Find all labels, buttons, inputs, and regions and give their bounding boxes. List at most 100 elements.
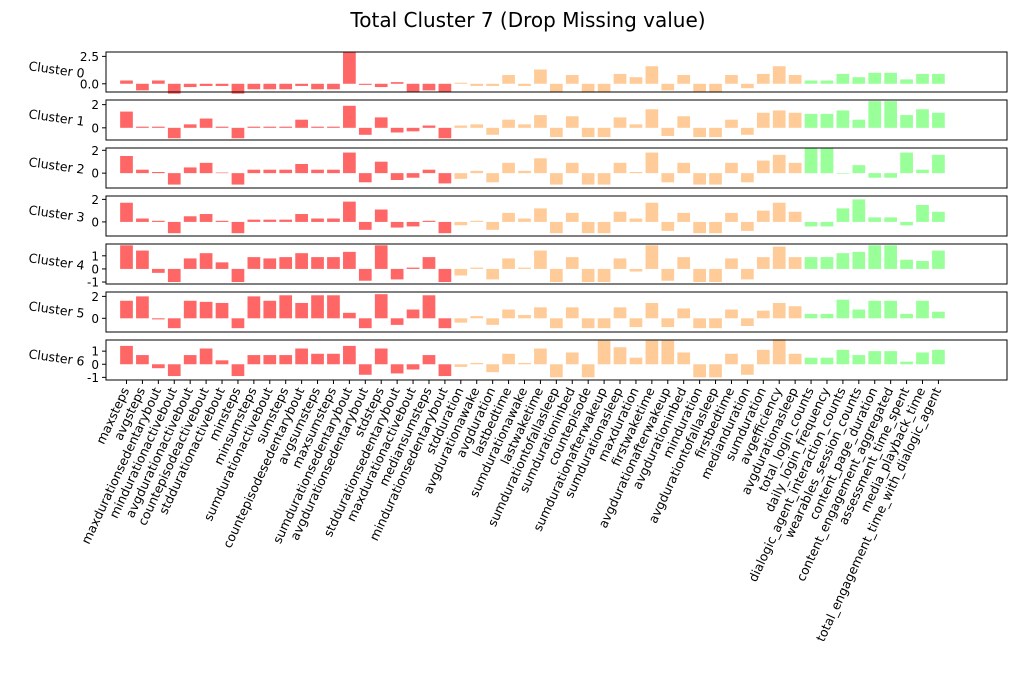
y-tick-label: 0 — [91, 358, 99, 372]
bar-firstbedtime — [725, 212, 738, 222]
bar-avgdurationactivebout — [183, 258, 197, 269]
bar-avgdurationactivebout — [183, 124, 197, 128]
bar-avgdurationasleep — [788, 306, 802, 319]
bar-sumdurationactivebout — [263, 169, 277, 174]
bar-avgdurationactivebout — [183, 355, 197, 365]
bar-total_login_counts — [804, 357, 818, 365]
bar-sumdurationsedentarybout — [343, 251, 356, 269]
y-tick-label: 0 — [91, 215, 99, 229]
bar-avgsumsteps — [311, 126, 324, 128]
bar-medianduration — [741, 127, 754, 135]
bar-avgduration — [486, 221, 500, 230]
bar-daily_login_frequency — [820, 221, 834, 227]
bar-assessment_time_spent — [900, 361, 913, 365]
bar-avgsteps — [136, 250, 149, 269]
bar-stddurationactivebout — [215, 83, 229, 86]
bar-total_login_counts — [804, 80, 818, 84]
bar-avgdurationactivebout — [183, 300, 197, 319]
bar-content_engagement_aggregated — [884, 351, 898, 365]
bar-sumdurationsedentarybout — [343, 312, 356, 319]
y-tick-label: 0 — [91, 312, 99, 326]
bar-sumduration — [756, 310, 770, 319]
bar-maxdurationsedentarybout — [151, 126, 165, 128]
chart-title: Total Cluster 7 (Drop Missing value) — [349, 8, 705, 32]
bar-dialogic_agent_interaction_counts — [836, 299, 850, 319]
bar-lastwaketime — [534, 250, 547, 269]
bar-minduration — [693, 364, 706, 378]
bar-avgdurationinbed — [677, 257, 691, 269]
cluster-label: Cluster 5 — [28, 298, 86, 321]
bar-minduration — [693, 83, 706, 92]
bar-countepisodesedentarybout — [295, 164, 308, 174]
y-tick-label: 0.0 — [80, 77, 99, 91]
bar-stdduration — [454, 82, 468, 84]
bar-avgdurationinbed — [677, 116, 691, 128]
bar-sumdurationsedentarybout — [343, 52, 356, 84]
bar-firstwaketime — [645, 152, 659, 174]
bar-avgdurationawake — [470, 362, 484, 365]
bar-stddurationactivebout — [215, 262, 229, 269]
bar-mindurationactivebout — [167, 221, 181, 234]
bar-sumdurationtofallasleep — [549, 318, 563, 329]
bar-stddurationsedentarybout — [390, 127, 404, 133]
bar-sumdurationsedentarybout — [343, 345, 356, 365]
bar-media_playback_time — [916, 300, 929, 319]
bar-sumdurationasleep — [613, 258, 627, 269]
bar-medianduration — [741, 364, 754, 375]
bar-lastwaketime — [534, 307, 547, 319]
bar-minduration — [693, 221, 706, 234]
bar-avgsumsteps — [311, 295, 324, 319]
bar-content_engagement_aggregated — [884, 245, 898, 269]
bar-assessment_time_spent — [900, 313, 913, 319]
cluster-panel-1: 2 0 Cluster 1 — [28, 98, 1008, 141]
bar-media_playback_time — [916, 73, 929, 84]
bar-mediansumsteps — [422, 83, 436, 91]
bar-avgduration — [486, 173, 500, 183]
bar-avgdurationafterwakeup — [661, 340, 675, 365]
bar-avgdurationactivebout — [183, 167, 197, 174]
bar-countepisodeactivebout — [199, 253, 213, 269]
bar-avgduration — [486, 83, 500, 86]
bar-sumsteps — [279, 83, 293, 90]
panel-frame — [105, 99, 1008, 141]
bar-mindurationsedentarybout — [438, 268, 452, 283]
bar-firstwaketime — [645, 302, 659, 319]
bar-content_engagement_aggregated — [884, 300, 898, 319]
bar-sumdurationtofallasleep — [549, 83, 563, 93]
bar-stdsteps — [374, 245, 388, 269]
bar-sumdurationinbed — [565, 257, 579, 269]
bar-sumsteps — [279, 355, 293, 365]
bar-mediansumsteps — [422, 295, 436, 319]
bar-content_page_duration — [868, 300, 882, 319]
bar-maxsumsteps — [327, 257, 340, 269]
cluster-panel-2: 2 0 Cluster 2 — [28, 144, 1008, 189]
cluster-label: Cluster 2 — [28, 154, 86, 177]
bar-sumdurationtofallasleep — [549, 221, 563, 234]
bar-lastbedtime — [502, 353, 515, 365]
bar-countepisodeactivebout — [199, 83, 213, 86]
bar-firstwaketime — [645, 109, 659, 128]
bar-minsteps — [231, 318, 245, 329]
bar-countepisodesedentarybout — [295, 119, 308, 128]
panel-frame — [105, 51, 1008, 93]
bar-stddurationsedentarybout — [390, 364, 404, 374]
bar-avgsteps — [136, 83, 149, 91]
bar-maxsteps — [120, 245, 133, 269]
bar-firstbedtime — [725, 309, 738, 319]
bar-sumdurationawake — [518, 83, 531, 86]
bar-media_playback_time — [916, 261, 929, 269]
bar-avgefficiency — [772, 339, 786, 365]
bar-countepisode — [581, 268, 595, 283]
bar-sumdurationactivebout — [263, 83, 277, 90]
bar-daily_login_frequency — [820, 113, 834, 128]
bar-avgdurationasleep — [788, 353, 802, 365]
bar-sumdurationtofallasleep — [549, 268, 563, 283]
bar-stddurationactivebout — [215, 220, 229, 222]
bar-lastwaketime — [534, 115, 547, 128]
bar-lastbedtime — [502, 309, 515, 319]
bar-assessment_time_spent — [900, 152, 913, 174]
bar-avgefficiency — [772, 66, 786, 84]
bar-avgdurationtofallasleep — [709, 221, 722, 234]
bar-sumsteps — [279, 257, 293, 269]
